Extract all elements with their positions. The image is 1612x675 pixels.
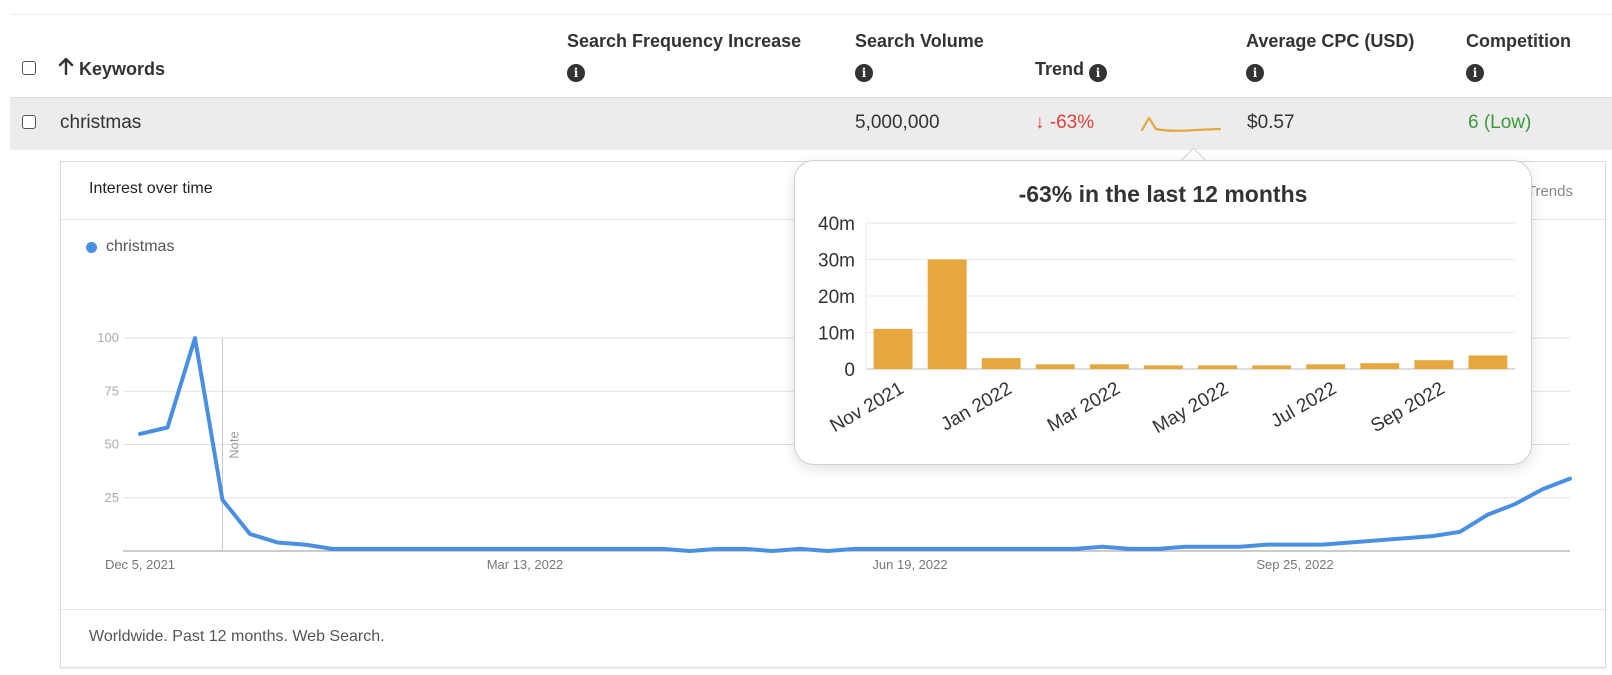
card-footer: Worldwide. Past 12 months. Web Search. <box>89 628 385 645</box>
search-volume-column-label: Search Volume <box>855 31 984 51</box>
trend-sparkline[interactable] <box>1140 110 1224 136</box>
competition-cell: 6 (Low) <box>1468 112 1532 133</box>
trend-column-header[interactable]: Trend i <box>1035 55 1108 83</box>
trend-change-value: -63% <box>1049 112 1095 133</box>
legend-label: christmas <box>106 238 175 255</box>
competition-column-header[interactable]: Competition i <box>1466 27 1571 83</box>
popup-title: -63% in the last 12 months <box>1018 181 1308 207</box>
search-volume-column-header[interactable]: Search Volume i <box>855 27 984 83</box>
info-icon[interactable]: i <box>855 64 873 82</box>
table-row[interactable]: christmas 5,000,000 ↓ -63% $0.57 6 (Low) <box>10 97 1612 150</box>
table-header: Keywords Search Frequency Increase i Sea… <box>0 0 1612 96</box>
x-tick-label: Sep 25, 2022 <box>1256 557 1333 572</box>
keywords-column-label: Keywords <box>79 59 166 79</box>
search-frequency-column-header[interactable]: Search Frequency Increase i <box>567 27 801 83</box>
keyword-cell[interactable]: christmas <box>60 112 142 133</box>
avg-cpc-cell: $0.57 <box>1247 112 1295 133</box>
y-tick-label: 25 <box>105 490 119 505</box>
row-checkbox[interactable] <box>22 115 36 129</box>
search-frequency-column-label: Search Frequency Increase <box>567 31 802 51</box>
series-line-christmas <box>138 336 1572 553</box>
info-icon[interactable]: i <box>1466 64 1484 82</box>
x-tick-label: Jun 19, 2022 <box>872 557 947 572</box>
arrow-down-icon: ↓ <box>1035 112 1045 133</box>
table-top-border <box>10 14 1612 15</box>
card-footer-divider <box>61 609 1605 610</box>
card-title: Interest over time <box>89 180 213 197</box>
info-icon[interactable]: i <box>1246 64 1264 82</box>
note-label: Note <box>227 431 242 458</box>
select-all-checkbox[interactable] <box>22 61 36 75</box>
y-tick-label: 50 <box>105 437 119 452</box>
chart-legend: christmas <box>86 238 174 256</box>
legend-dot <box>86 241 97 253</box>
trend-column-label: Trend <box>1035 59 1085 79</box>
avg-cpc-column-header[interactable]: Average CPC (USD) i <box>1246 27 1414 83</box>
arrow-up-icon <box>58 55 74 83</box>
y-tick-label: 75 <box>105 383 119 398</box>
info-icon[interactable]: i <box>1089 64 1108 82</box>
y-tick-label: 100 <box>97 330 119 345</box>
info-icon[interactable]: i <box>567 64 585 82</box>
trend-popup: -63% in the last 12 months <box>794 160 1532 465</box>
avg-cpc-column-label: Average CPC (USD) <box>1246 31 1415 51</box>
x-tick-label: Dec 5, 2021 <box>105 557 175 572</box>
search-volume-cell: 5,000,000 <box>855 112 940 133</box>
trend-change-cell: ↓ -63% <box>1035 112 1094 134</box>
competition-column-label: Competition <box>1466 31 1571 51</box>
keywords-column-header[interactable]: Keywords <box>58 55 165 83</box>
x-tick-label: Mar 13, 2022 <box>487 557 564 572</box>
